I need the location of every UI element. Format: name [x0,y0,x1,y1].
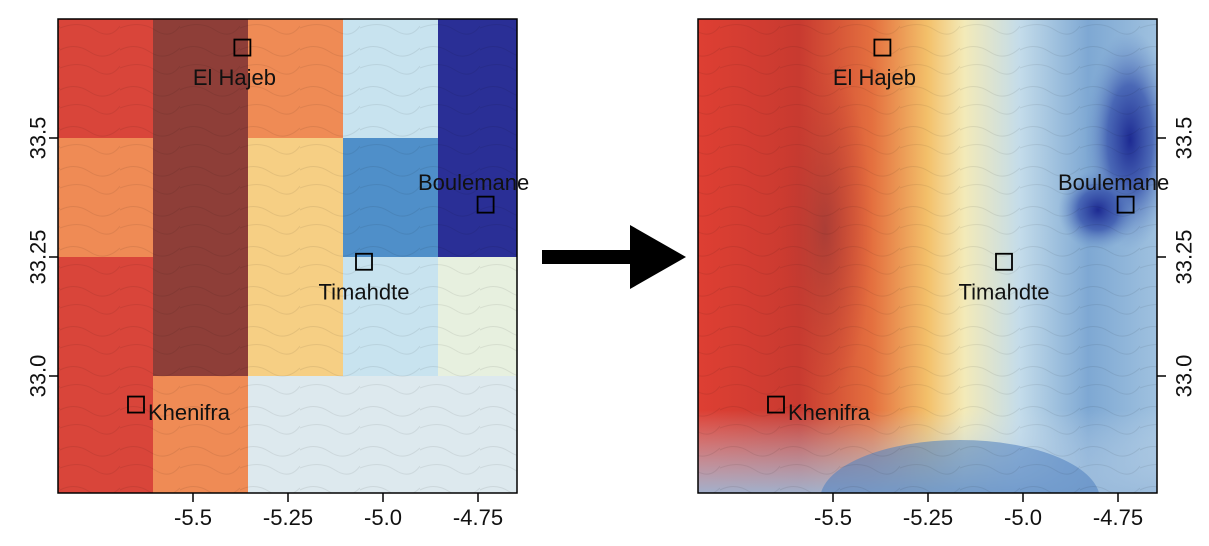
city-label: Khenifra [148,400,231,425]
right-panel-axes: -5.5 -5.25 -5.0 -4.75 33.5 33.25 33.0 [814,117,1196,530]
square-marker-icon [1116,195,1135,214]
square-marker-icon [127,395,145,414]
square-marker-icon [873,38,892,57]
right-panel-cities: El Hajeb Boulemane Timahdte Khenifra [767,38,1169,425]
x-tick-label: -4.75 [453,505,503,530]
coarse-grid-panel: -5.5 -5.25 -5.0 -4.75 33.5 33.25 33.0 El Hajeb… [26,18,529,530]
city-label: El Hajeb [193,65,276,90]
left-panel-axes: -5.5 -5.25 -5.0 -4.75 33.5 33.25 33.0 [26,117,504,530]
city-label: Timahdte [959,279,1050,304]
y-tick-label: 33.25 [1172,229,1197,284]
x-tick-label: -5.5 [174,505,212,530]
square-marker-icon [355,252,373,271]
x-tick-label: -5.0 [1004,505,1042,530]
square-marker-icon [476,195,495,214]
x-tick-label: -5.5 [814,505,852,530]
y-tick-label: 33.25 [26,229,51,284]
city-label: Timahdte [319,279,410,304]
square-marker-icon [233,38,252,57]
x-tick-label: -4.75 [1093,505,1143,530]
x-tick-label: -5.25 [903,505,953,530]
city-label: El Hajeb [833,65,916,90]
city-label: Boulemane [1058,170,1169,195]
y-tick-label: 33.5 [1172,117,1197,160]
y-tick-label: 33.5 [26,117,51,160]
left-panel-cities: El Hajeb Boulemane Timahdte Khenifra [127,38,529,425]
terrain-contours [58,19,517,493]
square-marker-icon [995,252,1013,271]
x-tick-label: -5.0 [364,505,402,530]
city-label: Boulemane [418,170,529,195]
city-label: Khenifra [788,400,871,425]
smoothed-map-panel: -5.5 -5.25 -5.0 -4.75 33.5 33.25 33.0 El Hajeb… [697,18,1197,530]
square-marker-icon [767,395,785,414]
smoothed-surface [698,19,1157,493]
x-tick-label: -5.25 [263,505,313,530]
y-tick-label: 33.0 [26,355,51,398]
right-arrow-icon [542,225,686,289]
y-tick-label: 33.0 [1172,355,1197,398]
